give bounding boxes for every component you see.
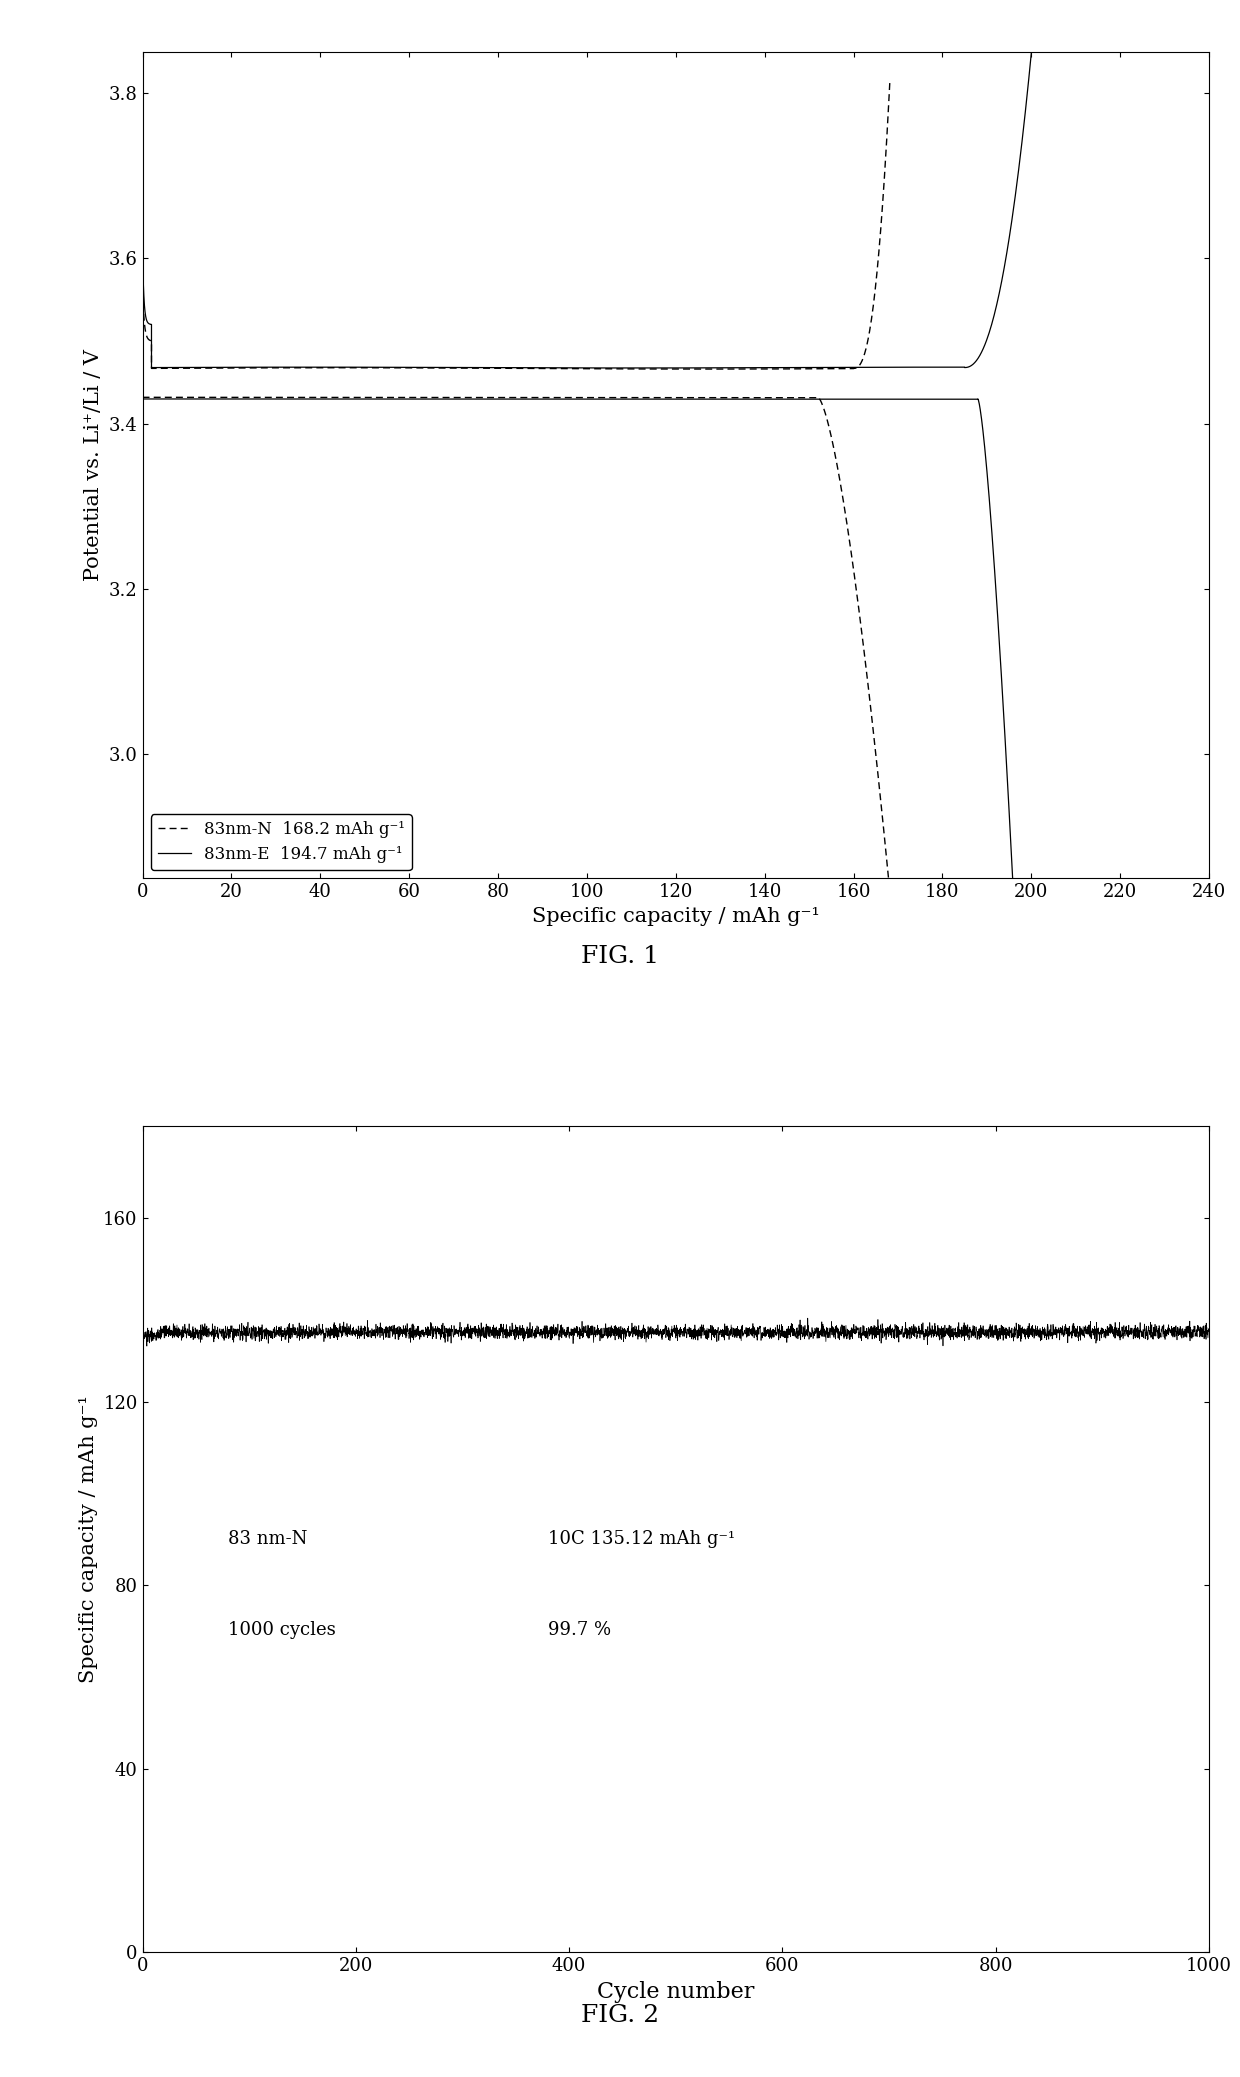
Text: FIG. 2: FIG. 2 [580, 2004, 660, 2027]
Y-axis label: Specific capacity / mAh g⁻¹: Specific capacity / mAh g⁻¹ [78, 1396, 98, 1682]
Text: 1000 cycles: 1000 cycles [228, 1622, 336, 1639]
Text: FIG. 1: FIG. 1 [582, 945, 658, 968]
X-axis label: Specific capacity / mAh g⁻¹: Specific capacity / mAh g⁻¹ [532, 908, 820, 926]
X-axis label: Cycle number: Cycle number [598, 1981, 754, 2002]
Text: 83 nm-N: 83 nm-N [228, 1531, 308, 1547]
Y-axis label: Potential vs. Li⁺/Li / V: Potential vs. Li⁺/Li / V [84, 349, 103, 582]
Legend: 83nm-N  168.2 mAh g⁻¹, 83nm-E  194.7 mAh g⁻¹: 83nm-N 168.2 mAh g⁻¹, 83nm-E 194.7 mAh g… [151, 814, 412, 870]
Text: 99.7 %: 99.7 % [548, 1622, 611, 1639]
Text: 10C 135.12 mAh g⁻¹: 10C 135.12 mAh g⁻¹ [548, 1531, 735, 1547]
